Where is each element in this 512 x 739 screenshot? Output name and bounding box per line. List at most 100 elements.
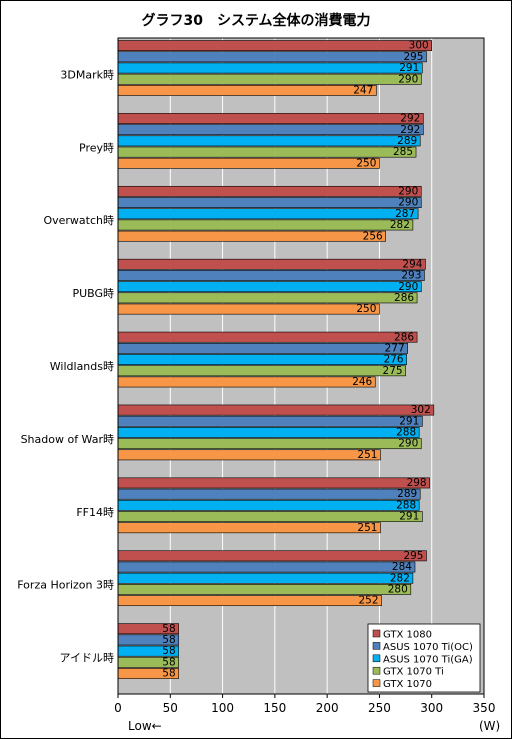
bar-value-label: 290 (398, 197, 418, 209)
bar (117, 511, 423, 522)
bar-value-label: 58 (162, 656, 175, 668)
bar-value-label: 247 (353, 85, 373, 97)
bar-value-label: 58 (162, 623, 175, 635)
bar-value-label: 289 (397, 488, 417, 500)
bar-value-label: 282 (390, 572, 410, 584)
category-label: PUBG時 (72, 287, 114, 300)
legend-swatch (372, 679, 381, 687)
bar (117, 427, 420, 438)
x-tick-label: 100 (211, 701, 234, 715)
legend-label: GTX 1070 Ti (383, 667, 444, 678)
legend-label: GTX 1080 (383, 630, 432, 641)
x-axis-unit: (W) (479, 719, 501, 733)
x-tick-label: 0 (114, 701, 122, 715)
bar (117, 185, 422, 197)
bar (117, 40, 433, 51)
x-tick-label: 250 (368, 701, 391, 715)
bar (117, 219, 414, 231)
category-label: Overwatch時 (43, 214, 114, 227)
bar-value-label: 284 (392, 561, 412, 573)
x-tick-label: 150 (263, 701, 286, 715)
bar-value-label: 298 (407, 477, 427, 489)
bar-value-label: 288 (396, 499, 416, 511)
bar-value-label: 256 (363, 230, 383, 242)
legend-label: ASUS 1070 Ti(OC) (383, 642, 473, 653)
x-axis-note: Low← (128, 719, 162, 733)
bar-value-label: 295 (403, 51, 423, 63)
bar (117, 73, 422, 85)
bar (117, 354, 407, 365)
bar-value-label: 293 (401, 270, 421, 282)
legend-swatch (372, 642, 381, 650)
bar-value-label: 290 (398, 281, 418, 293)
bar (117, 415, 423, 427)
bar (117, 477, 430, 489)
legend-box (367, 623, 481, 693)
bar-value-label: 290 (398, 73, 418, 85)
bar-value-label: 251 (357, 449, 377, 461)
bar (117, 292, 418, 304)
bar-value-label: 291 (399, 511, 419, 523)
bar-value-label: 287 (395, 208, 415, 220)
legend-swatch (372, 666, 381, 675)
bar (117, 561, 416, 573)
category-label: Prey時 (79, 141, 114, 154)
bar-value-label: 291 (399, 62, 419, 74)
bar-value-label: 250 (356, 303, 376, 315)
bar (117, 488, 421, 500)
x-tick-label: 200 (316, 701, 339, 715)
bar (117, 584, 412, 595)
bar (117, 62, 423, 74)
bar (117, 365, 406, 377)
bar (117, 595, 382, 607)
bar-value-label: 285 (393, 146, 413, 158)
x-tick-label: 50 (163, 701, 178, 715)
bar-value-label: 291 (399, 415, 419, 427)
bar-value-label: 290 (398, 438, 418, 450)
bar-value-label: 58 (162, 645, 175, 657)
bar-value-label: 286 (394, 331, 414, 343)
bar (117, 522, 381, 534)
bar (117, 157, 380, 169)
category-label: FF14時 (76, 506, 114, 519)
bar (117, 376, 376, 388)
bar (117, 499, 420, 511)
bar (117, 197, 422, 208)
bar-value-label: 286 (394, 292, 414, 304)
bar-value-label: 276 (384, 354, 404, 366)
bar-value-label: 280 (388, 584, 408, 596)
category-label: Forza Horizon 3時 (17, 579, 114, 592)
x-tick-label: 350 (473, 701, 496, 715)
bar-value-label: 252 (358, 595, 378, 607)
bar (117, 85, 377, 96)
bar (117, 230, 387, 242)
chart-title: グラフ30 システム全体の消費電力 (141, 13, 371, 29)
bar-value-label: 58 (162, 634, 175, 646)
bar-value-label: 288 (396, 427, 416, 439)
bar (117, 113, 424, 124)
bar (117, 572, 414, 584)
bar-value-label: 292 (400, 124, 420, 136)
bar-value-label: 294 (402, 258, 422, 270)
bar-value-label: 292 (400, 113, 420, 125)
category-label: アイドル時 (60, 652, 114, 665)
legend-label: ASUS 1070 Ti(GA) (383, 654, 473, 665)
category-label: Wildlands時 (50, 360, 114, 373)
bar-value-label: 275 (383, 365, 403, 377)
bar (117, 449, 381, 461)
bar-value-label: 251 (357, 522, 377, 534)
bar-value-label: 277 (385, 342, 405, 354)
legend-swatch (372, 629, 381, 638)
bar-value-label: 300 (409, 40, 429, 52)
category-label: 3DMark時 (60, 68, 114, 81)
bar-value-label: 302 (411, 404, 431, 416)
bar (117, 208, 419, 220)
category-label: Shadow of War時 (21, 433, 114, 446)
bar (117, 331, 418, 343)
legend-swatch (372, 654, 381, 663)
legend-label: GTX 1070 (383, 679, 432, 690)
bar (117, 270, 425, 281)
bar-value-label: 58 (162, 668, 175, 680)
